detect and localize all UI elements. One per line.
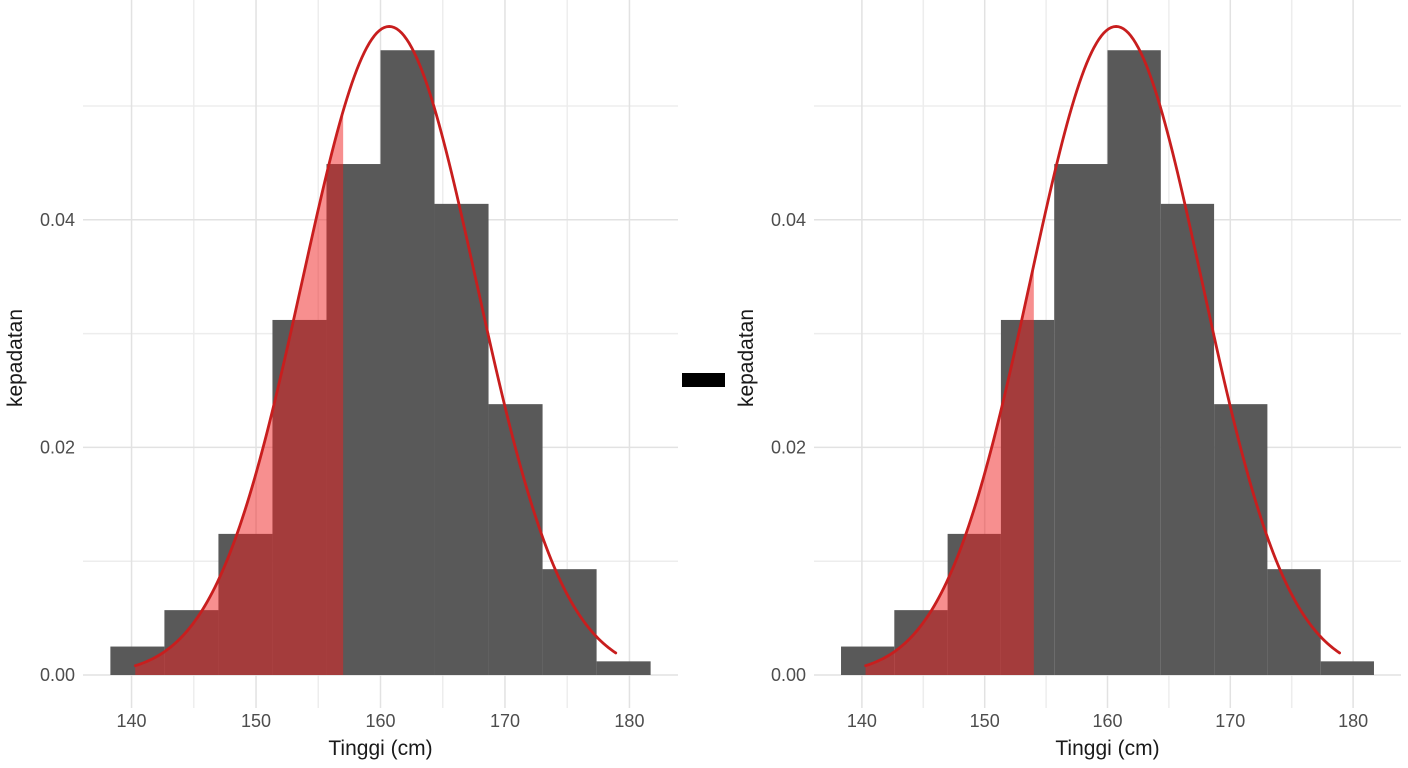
shaded-tail-area [135, 110, 344, 676]
x-tick-label: 180 [1338, 711, 1368, 731]
histogram-bar [380, 50, 435, 676]
histogram-bar [1160, 203, 1215, 676]
histogram-bar [542, 569, 597, 675]
y-tick-label: 0.00 [771, 665, 806, 685]
normal-density-curve [864, 25, 1341, 668]
x-tick-label: 180 [614, 711, 644, 731]
histogram-bar [1054, 164, 1108, 675]
histogram-bar [1267, 569, 1321, 675]
x-axis-title: Tinggi (cm) [328, 737, 432, 760]
minus-operator [682, 373, 725, 387]
normal-density-curve [133, 25, 618, 668]
x-tick-label: 150 [970, 711, 1000, 731]
x-tick-label: 140 [117, 711, 147, 731]
plot-panel-left: 140 150 160 170 180 0.00 0.02 0.04 Tinggi (cm) ke… [4, 0, 678, 760]
y-tick-label: 0.04 [40, 210, 75, 230]
x-tick-label: 150 [241, 711, 271, 731]
histogram-bar [1320, 661, 1374, 675]
y-tick-label: 0.02 [771, 437, 806, 457]
x-tick-label: 160 [1092, 711, 1122, 731]
histogram-bar [596, 661, 651, 675]
histogram-bar [434, 203, 489, 676]
y-tick-label: 0.02 [40, 437, 75, 457]
x-tick-label: 140 [847, 711, 877, 731]
x-tick-label: 170 [1215, 711, 1245, 731]
y-tick-label: 0.04 [771, 210, 806, 230]
y-axis-title: kepadatan [4, 309, 27, 407]
x-axis-title: Tinggi (cm) [1055, 737, 1159, 760]
histogram-bar [1107, 50, 1161, 676]
x-tick-label: 170 [490, 711, 520, 731]
y-tick-label: 0.00 [40, 665, 75, 685]
plot-panel-right: 140 150 160 170 180 0.00 0.02 0.04 Tinggi (cm) ke… [735, 0, 1401, 760]
x-tick-label: 160 [365, 711, 395, 731]
y-axis-title: kepadatan [735, 309, 758, 407]
shaded-tail-area [865, 264, 1034, 675]
